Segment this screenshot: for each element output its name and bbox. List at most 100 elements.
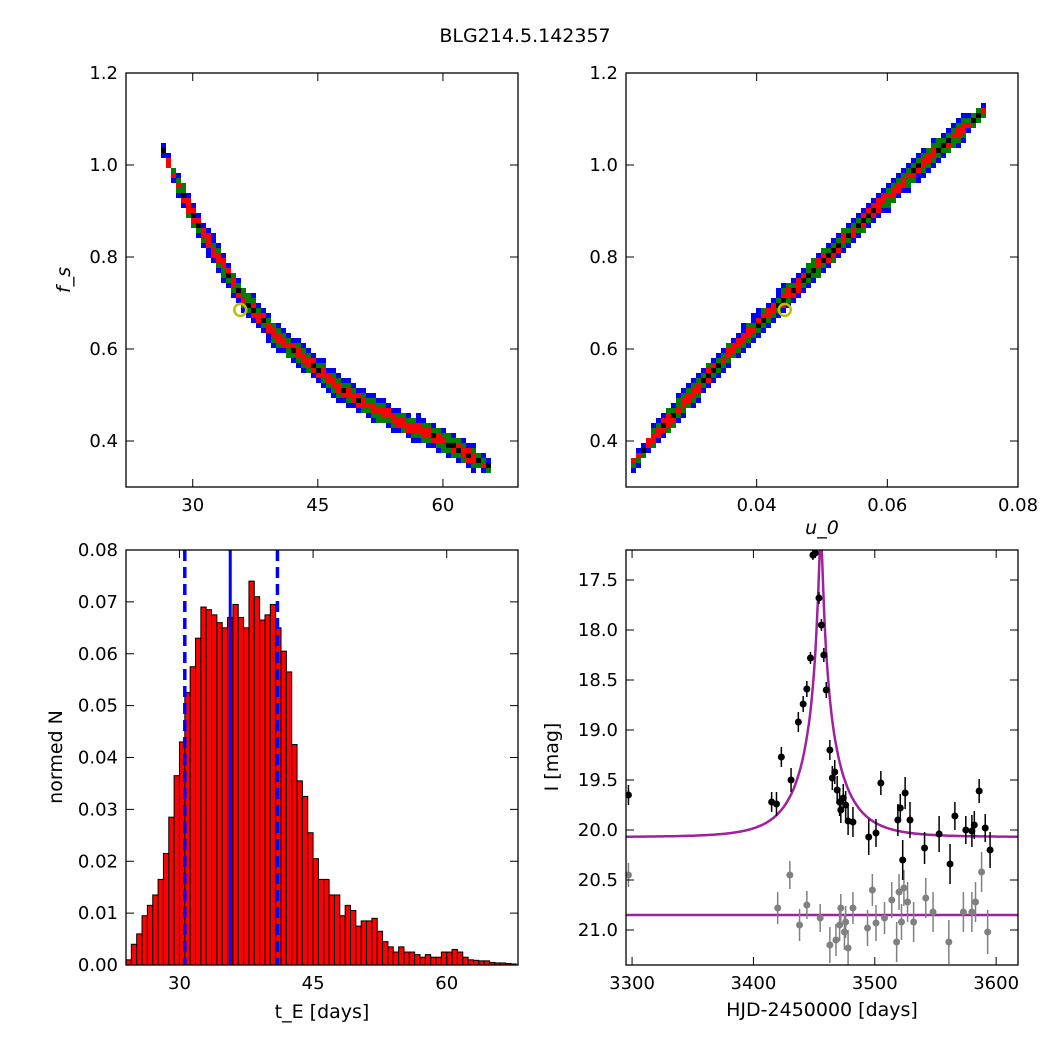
confidence-cell-blue [966, 113, 971, 118]
confidence-cell-blue [321, 383, 326, 388]
confidence-cell-red [731, 343, 736, 348]
confidence-cell-blue [776, 313, 781, 318]
confidence-cell-blue [261, 328, 266, 333]
y-tick-label: 0.06 [78, 644, 118, 665]
confidence-cell-black [711, 368, 716, 373]
confidence-cell-blue [791, 278, 796, 283]
confidence-cell-red [656, 428, 661, 433]
confidence-cell-red [361, 403, 366, 408]
confidence-cell-red [671, 418, 676, 423]
confidence-cell-black [456, 448, 461, 453]
confidence-cell-blue [931, 163, 936, 168]
data-point [806, 654, 814, 662]
confidence-cell-blue [341, 378, 346, 383]
confidence-cell-green [826, 248, 831, 253]
confidence-cell-red [891, 193, 896, 198]
confidence-cell-green [401, 413, 406, 418]
confidence-cell-blue [181, 203, 186, 208]
confidence-cell-blue [411, 438, 416, 443]
confidence-cell-blue [636, 463, 641, 468]
confidence-cell-red [281, 343, 286, 348]
confidence-cell-green [366, 398, 371, 403]
data-point [626, 791, 632, 799]
confidence-cell-green [476, 463, 481, 468]
confidence-cell-blue [236, 278, 241, 283]
data-point [986, 846, 994, 854]
confidence-cell-blue [866, 203, 871, 208]
confidence-cell-black [701, 378, 706, 383]
confidence-cell-red [746, 333, 751, 338]
confidence-cell-green [231, 273, 236, 278]
confidence-cell-red [816, 258, 821, 263]
confidence-cell-blue [416, 413, 421, 418]
confidence-cell-red [346, 388, 351, 393]
confidence-cell-green [676, 403, 681, 408]
confidence-cell-blue [636, 448, 641, 453]
confidence-cell-red [276, 333, 281, 338]
confidence-cell-blue [286, 333, 291, 338]
confidence-cell-blue [676, 418, 681, 423]
confidence-cell-green [296, 343, 301, 348]
confidence-cell-blue [211, 238, 216, 243]
confidence-cell-red [211, 253, 216, 258]
confidence-cell-blue [211, 258, 216, 263]
confidence-cell-black [466, 453, 471, 458]
confidence-cell-red [181, 198, 186, 203]
confidence-cell-red [451, 448, 456, 453]
confidence-cell-green [316, 363, 321, 368]
confidence-cell-blue [866, 223, 871, 228]
confidence-cell-green [916, 158, 921, 163]
confidence-cell-green [856, 218, 861, 223]
confidence-cell-red [311, 368, 316, 373]
confidence-cell-blue [706, 383, 711, 388]
confidence-cell-blue [276, 348, 281, 353]
confidence-cell-red [341, 393, 346, 398]
confidence-cell-red [631, 458, 636, 463]
confidence-cell-blue [446, 453, 451, 458]
confidence-cell-red [276, 338, 281, 343]
confidence-cell-blue [176, 193, 181, 198]
confidence-cell-black [971, 118, 976, 123]
data-point [803, 685, 811, 693]
confidence-cell-green [631, 463, 636, 468]
confidence-cell-green [446, 433, 451, 438]
confidence-cell-green [321, 378, 326, 383]
confidence-cell-black [451, 443, 456, 448]
confidence-cell-red [436, 438, 441, 443]
y-tick-label: 0.8 [589, 247, 618, 268]
confidence-cell-green [901, 173, 906, 178]
plot-frame [625, 549, 1019, 966]
confidence-cell-black [916, 163, 921, 168]
confidence-cell-black [261, 318, 266, 323]
confidence-cell-green [701, 373, 706, 378]
confidence-cell-blue [726, 363, 731, 368]
confidence-cell-red [421, 428, 426, 433]
confidence-cell-red [296, 353, 301, 358]
confidence-cell-blue [686, 383, 691, 388]
confidence-cell-red [306, 358, 311, 363]
confidence-cell-red [866, 208, 871, 213]
y-tick-label: 1.2 [89, 63, 118, 84]
confidence-cell-green [681, 393, 686, 398]
confidence-cell-black [821, 258, 826, 263]
confidence-cell-green [326, 383, 331, 388]
histogram-bar [173, 775, 180, 966]
confidence-cell-red [651, 438, 656, 443]
confidence-cell-red [906, 173, 911, 178]
data-point [935, 830, 943, 838]
confidence-cell-blue [246, 313, 251, 318]
data-point [831, 768, 839, 776]
histogram-bar [280, 650, 287, 966]
confidence-cell-red [891, 188, 896, 193]
confidence-cell-blue [271, 343, 276, 348]
confidence-cell-green [181, 183, 186, 188]
confidence-cell-red [871, 213, 876, 218]
confidence-cell-blue [871, 218, 876, 223]
confidence-cell-green [651, 428, 656, 433]
confidence-cell-blue [251, 318, 256, 323]
histogram-bar [382, 941, 389, 966]
confidence-cell-blue [466, 463, 471, 468]
confidence-cell-blue [301, 343, 306, 348]
confidence-cell-blue [291, 358, 296, 363]
histogram-bar [435, 956, 442, 966]
